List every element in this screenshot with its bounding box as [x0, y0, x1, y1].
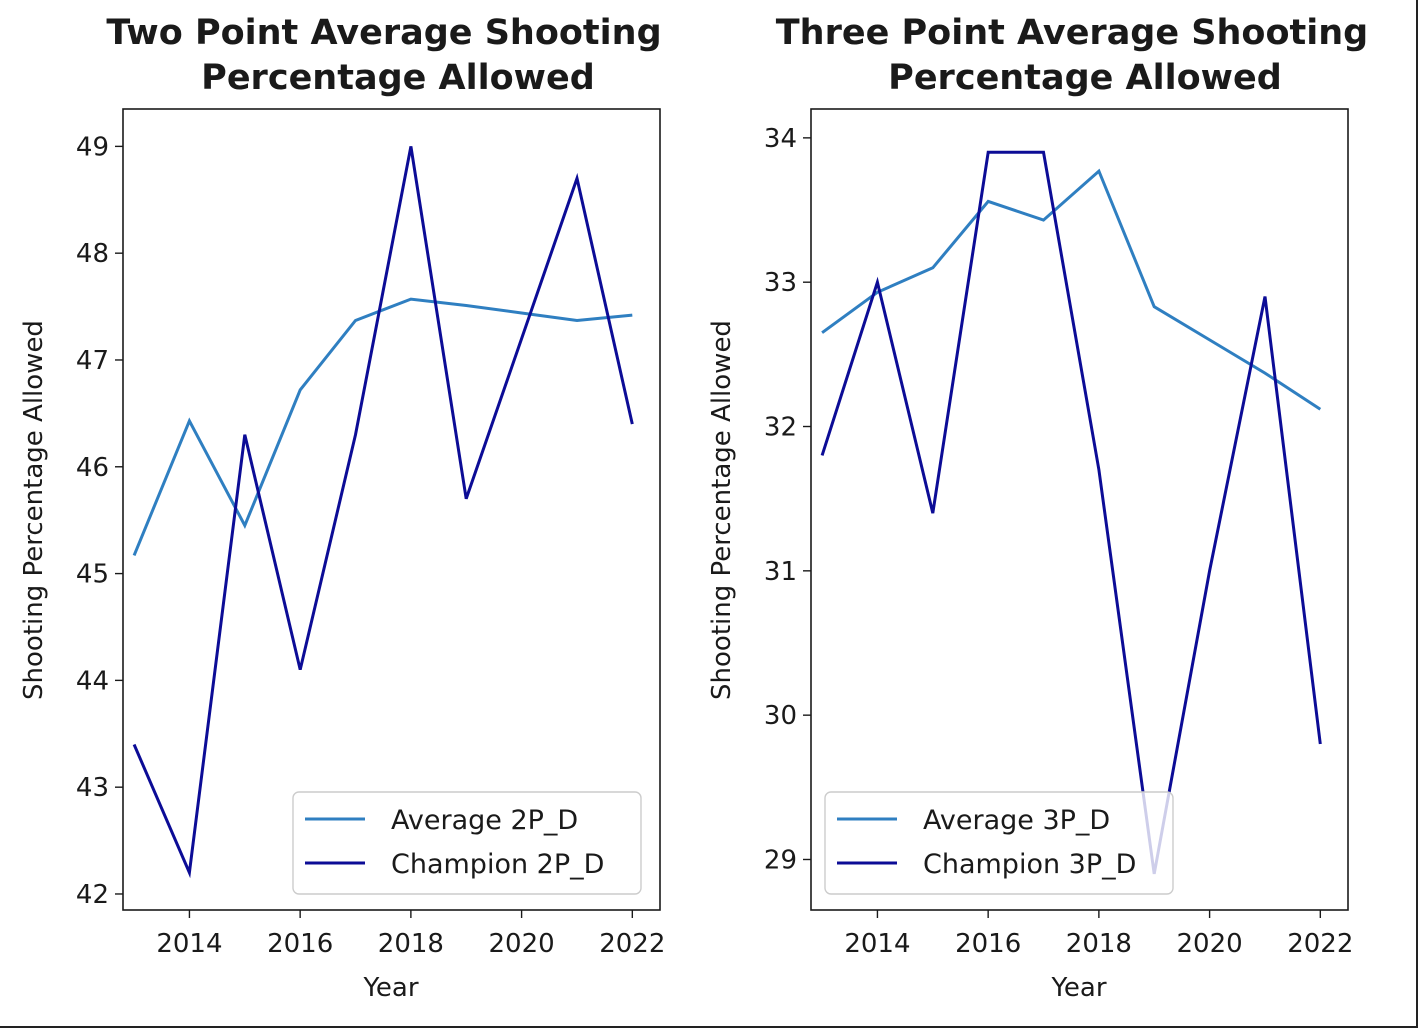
y-tick-label: 47: [76, 346, 109, 376]
chart-title-line-1: Two Point Average Shooting: [106, 13, 661, 53]
series-line-average: [821, 168, 1322, 411]
series-line-champion: [820, 150, 1322, 875]
y-tick-label: 31: [764, 557, 797, 587]
x-axis-label: Year: [1050, 973, 1106, 1003]
x-axis-label: Year: [362, 973, 418, 1003]
chart-title-line-2: Percentage Allowed: [888, 58, 1282, 98]
y-tick-label: 33: [764, 268, 797, 298]
x-tick-label: 2022: [599, 929, 665, 959]
chart-title-line-1: Three Point Average Shooting: [776, 13, 1368, 53]
y-axis-label: Shooting Percentage Allowed: [707, 320, 737, 700]
x-tick-label: 2020: [489, 929, 555, 959]
x-tick-label: 2016: [267, 929, 333, 959]
chart-title-line-2: Percentage Allowed: [201, 58, 595, 98]
legend-label: Champion 2P_D: [391, 849, 604, 880]
y-tick-label: 49: [76, 132, 109, 162]
y-tick-label: 46: [76, 453, 109, 483]
y-tick-label: 43: [76, 773, 109, 803]
x-tick-label: 2018: [1066, 929, 1132, 959]
x-tick-label: 2018: [378, 929, 444, 959]
legend-label: Champion 3P_D: [923, 849, 1136, 880]
legend-box: [824, 791, 1174, 895]
plot-frame: [122, 108, 661, 911]
y-tick-label: 44: [76, 666, 109, 696]
y-tick-label: 48: [76, 239, 109, 269]
three-point-chart: Three Point Average Shooting Percentage …: [707, 13, 1368, 1003]
y-tick-label: 30: [764, 701, 797, 731]
legend-label: Average 2P_D: [391, 805, 578, 836]
x-tick-label: 2014: [156, 929, 222, 959]
two-point-chart: Two Point Average Shooting Percentage Al…: [19, 13, 665, 1003]
series-line-average: [132, 297, 633, 556]
y-tick-label: 32: [764, 413, 797, 443]
legend-label: Average 3P_D: [923, 805, 1110, 836]
x-tick-label: 2020: [1177, 929, 1243, 959]
y-tick-label: 45: [76, 560, 109, 590]
y-tick-label: 29: [764, 845, 797, 875]
x-tick-label: 2022: [1287, 929, 1353, 959]
y-axis-label: Shooting Percentage Allowed: [19, 320, 49, 700]
y-tick-label: 42: [76, 880, 109, 910]
series-line-champion: [132, 146, 634, 879]
plot-frame: [810, 108, 1349, 911]
x-tick-label: 2014: [844, 929, 910, 959]
y-tick-label: 34: [764, 124, 797, 154]
legend-box: [292, 791, 642, 895]
x-tick-label: 2016: [955, 929, 1021, 959]
